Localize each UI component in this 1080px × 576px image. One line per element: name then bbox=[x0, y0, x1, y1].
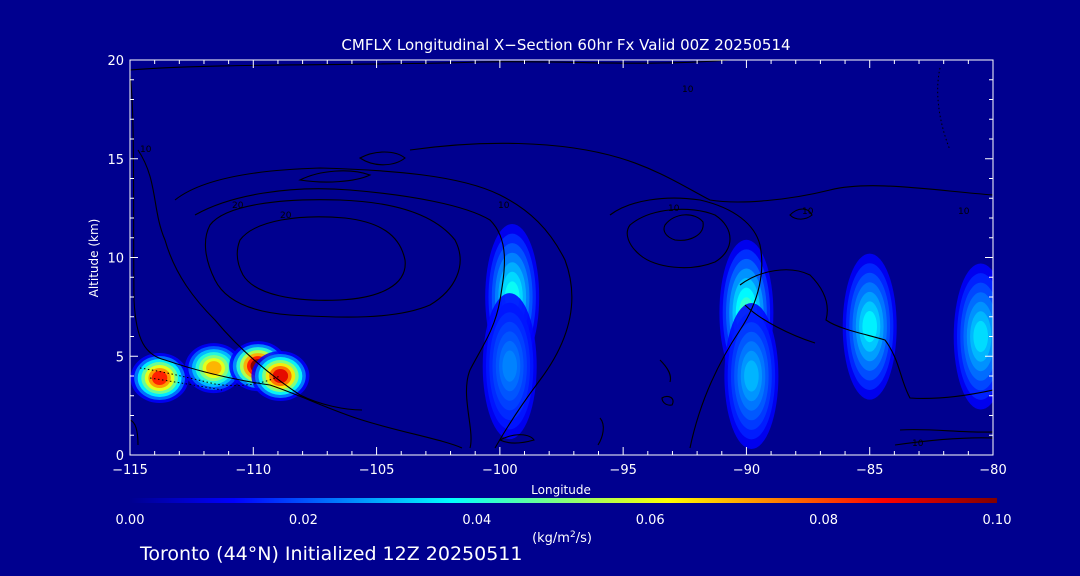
flux-cell bbox=[151, 371, 168, 385]
x-tick-label: −105 bbox=[359, 463, 395, 478]
contour-line bbox=[498, 434, 535, 444]
y-axis-label: Altitude (km) bbox=[87, 219, 101, 298]
colorbar bbox=[130, 498, 997, 503]
contour-line bbox=[298, 170, 372, 183]
contour-line bbox=[139, 367, 281, 387]
flux-layer bbox=[130, 224, 993, 449]
y-tick-label: 0 bbox=[116, 449, 124, 464]
x-axis-label: Longitude bbox=[531, 483, 591, 497]
contour-line bbox=[663, 214, 704, 241]
flux-cell bbox=[272, 369, 289, 383]
contour-line bbox=[894, 437, 993, 446]
contour-line bbox=[597, 417, 604, 446]
contour-line bbox=[236, 216, 406, 301]
flux-cell bbox=[206, 361, 222, 376]
contour-line bbox=[609, 197, 763, 449]
x-tick-label: −90 bbox=[733, 463, 760, 478]
contour-line bbox=[899, 428, 993, 433]
contour-line bbox=[659, 359, 672, 383]
flux-cell bbox=[973, 320, 988, 353]
y-tick-label: 5 bbox=[116, 350, 124, 365]
contour-label: 20 bbox=[280, 211, 292, 221]
contour-label: 10 bbox=[912, 439, 924, 449]
contour-line bbox=[194, 188, 505, 449]
contour-label: 10 bbox=[682, 85, 694, 95]
x-tick-label: −100 bbox=[482, 463, 518, 478]
x-tick-label: −80 bbox=[979, 463, 1006, 478]
contour-layer: 10 10 20 20 10 10 10 10 10 bbox=[130, 60, 993, 449]
contour-label: 10 bbox=[958, 207, 970, 217]
contour-line bbox=[358, 151, 406, 166]
contour-label: 10 bbox=[140, 145, 152, 155]
contour-line bbox=[789, 208, 813, 220]
axes-layer: −115 −110 −105 −100 −95 −90 −85 −80 0 5 10 15 20 bbox=[107, 54, 1006, 478]
colorbar-tick-label: 0.06 bbox=[636, 513, 665, 528]
contour-line bbox=[744, 304, 816, 344]
contour-line bbox=[130, 419, 139, 446]
colorbar-units: (kg/m2/s) bbox=[532, 530, 592, 546]
contour-line bbox=[130, 74, 463, 449]
colorbar-tick-label: 0.02 bbox=[289, 513, 318, 528]
y-tick-label: 15 bbox=[107, 153, 124, 168]
chart-title: CMFLX Longitudinal X−Section 60hr Fx Val… bbox=[341, 36, 790, 54]
x-tick-label: −115 bbox=[112, 463, 148, 478]
y-tick-label: 10 bbox=[107, 252, 124, 267]
colorbar-tick-label: 0.08 bbox=[809, 513, 838, 528]
colorbar-tick-label: 0.10 bbox=[983, 513, 1012, 528]
contour-line bbox=[661, 395, 674, 406]
flux-cell bbox=[502, 350, 517, 382]
contour-line bbox=[409, 142, 993, 203]
contour-line bbox=[130, 60, 731, 71]
contour-label: 10 bbox=[498, 201, 510, 211]
footer-text: Toronto (44°N) Initialized 12Z 20250511 bbox=[139, 543, 523, 565]
colorbar-ticks: 0.00 0.02 0.04 0.06 0.08 0.10 bbox=[116, 513, 1012, 528]
contour-label: 20 bbox=[232, 201, 244, 211]
y-tick-label: 20 bbox=[107, 54, 124, 69]
x-tick-label: −110 bbox=[235, 463, 271, 478]
contour-line bbox=[626, 208, 731, 269]
contour-line bbox=[174, 167, 573, 449]
contour-line bbox=[137, 149, 363, 411]
flux-cell bbox=[744, 360, 759, 392]
contour-line bbox=[739, 269, 993, 399]
contour-line bbox=[204, 199, 461, 318]
colorbar-tick-label: 0.00 bbox=[116, 513, 145, 528]
contour-label: 10 bbox=[668, 204, 680, 214]
x-tick-label: −85 bbox=[856, 463, 883, 478]
contour-label: 10 bbox=[802, 207, 814, 217]
colorbar-tick-label: 0.04 bbox=[462, 513, 491, 528]
x-tick-label: −95 bbox=[609, 463, 636, 478]
